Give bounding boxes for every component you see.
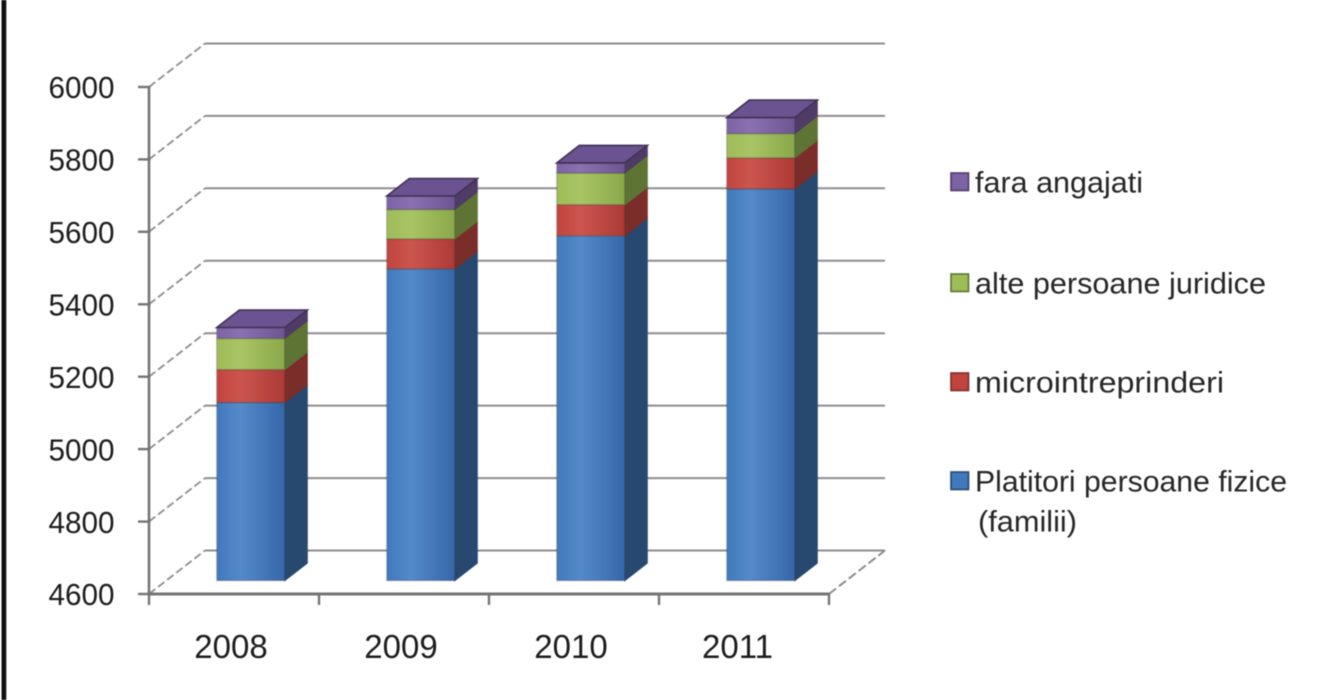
svg-text:alte persoane juridice: alte persoane juridice [975, 268, 1266, 301]
svg-text:4800: 4800 [49, 505, 115, 540]
svg-text:5600: 5600 [49, 215, 115, 250]
svg-text:2010: 2010 [534, 628, 607, 665]
svg-text:(familii): (familii) [978, 506, 1077, 539]
svg-text:6000: 6000 [49, 70, 115, 105]
svg-text:2011: 2011 [702, 628, 773, 665]
svg-text:5800: 5800 [49, 143, 115, 178]
svg-text:5000: 5000 [49, 432, 115, 467]
svg-text:microintreprinderi: microintreprinderi [975, 367, 1224, 400]
svg-text:5200: 5200 [49, 360, 115, 395]
svg-text:Platitori persoane fizice: Platitori persoane fizice [975, 466, 1287, 499]
svg-text:2009: 2009 [364, 628, 437, 665]
svg-text:5400: 5400 [49, 288, 115, 323]
svg-text:4600: 4600 [49, 577, 115, 612]
svg-text:2008: 2008 [194, 628, 267, 665]
svg-text:fara angajati: fara angajati [975, 167, 1143, 200]
